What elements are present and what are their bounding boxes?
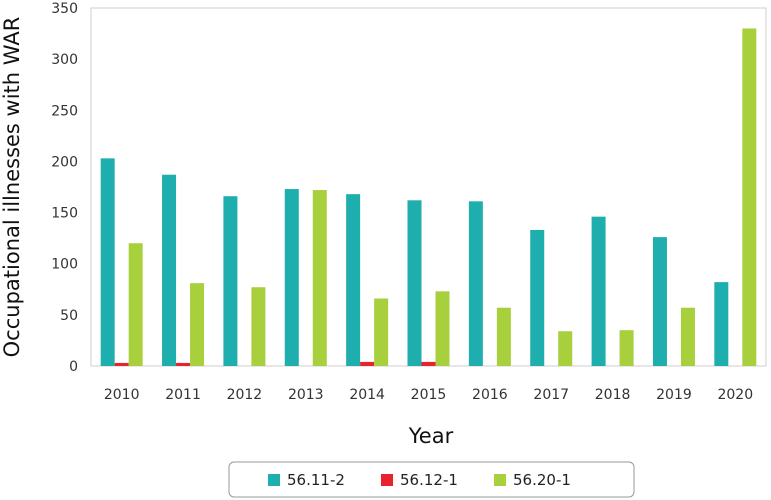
x-axis-title: Year [408,424,454,448]
bar-56.20-1-2017 [558,331,573,366]
bar-56.20-1-2010 [128,243,143,366]
y-axis-ticks: 0 50 100 150 200 250 300 350 [51,1,78,375]
y-tick-label: 200 [51,154,78,170]
bar-56.20-1-2014 [374,298,389,366]
y-tick-label: 250 [51,103,78,119]
bar-56.11-2-2015 [407,200,422,366]
legend-swatch [268,474,280,486]
x-tick-label: 2012 [227,387,263,403]
bar-56.11-2-2017 [530,229,545,366]
x-tick-label: 2010 [104,387,140,403]
bar-56.11-2-2012 [223,196,238,366]
bar-56.20-1-2020 [742,28,757,366]
bar-56.12-1-2011 [176,362,191,366]
x-tick-label: 2018 [595,387,631,403]
bar-56.20-1-2018 [619,330,634,366]
legend-swatch [494,474,506,486]
x-tick-label: 2017 [533,387,569,403]
y-axis-title: Occupational illnesses with WAR [0,17,24,358]
legend-label: 56.11-2 [287,471,345,489]
bar-56.11-2-2010 [100,158,115,366]
x-axis-ticks: 2010 2011 2012 2013 2014 2015 2016 2017 2018 2019… [104,387,753,403]
legend: 56.11-2 56.12-1 56.20-1 [228,461,635,498]
legend-label: 56.12-1 [400,471,458,489]
bar-56.11-2-2016 [468,201,483,366]
x-tick-label: 2020 [717,387,753,403]
legend-frame [228,461,635,498]
y-tick-label: 350 [51,1,78,17]
x-tick-label: 2011 [165,387,201,403]
y-tick-label: 150 [51,206,78,222]
x-tick-label: 2013 [288,387,324,403]
bar-56.11-2-2013 [284,189,299,366]
legend-label: 56.20-1 [513,471,571,489]
bar-56.20-1-2011 [190,283,205,366]
y-tick-label: 50 [60,308,78,324]
bar-56.12-1-2010 [114,362,129,366]
x-tick-label: 2016 [472,387,508,403]
bar-56.11-2-2018 [591,216,606,366]
bar-56.11-2-2020 [714,282,729,366]
x-tick-label: 2019 [656,387,692,403]
bar-56.11-2-2014 [346,194,361,366]
y-tick-label: 300 [51,52,78,68]
x-tick-label: 2015 [411,387,447,403]
bar-56.20-1-2019 [680,307,695,366]
bar-56.12-1-2015 [421,361,436,366]
bar-56.20-1-2015 [435,291,450,366]
bar-56.20-1-2016 [496,307,511,366]
x-tick-label: 2014 [349,387,385,403]
y-tick-label: 100 [51,257,78,273]
bar-56.11-2-2011 [162,174,177,366]
bars [100,28,757,366]
bar-56.11-2-2019 [652,237,667,366]
bar-56.20-1-2013 [312,190,327,366]
bar-56.20-1-2012 [251,287,266,366]
bar-56.12-1-2014 [360,361,375,366]
legend-swatch [381,474,393,486]
y-tick-label: 0 [69,359,78,375]
